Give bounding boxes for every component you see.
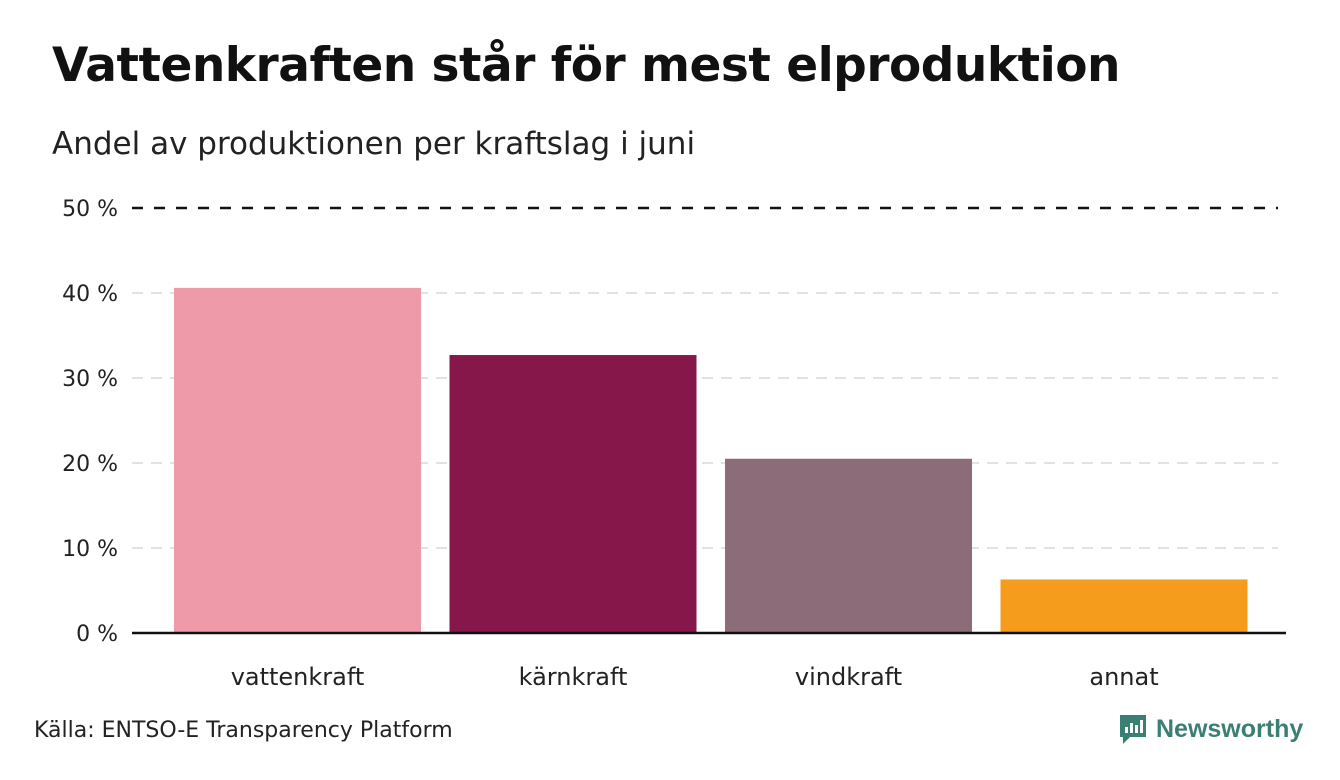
chart-subtitle: Andel av produktionen per kraftslag i ju… [52, 126, 696, 162]
bar-vindkraft [725, 458, 972, 633]
brand-logo: Newsworthy [1118, 713, 1303, 745]
x-tick-label: kärnkraft [519, 663, 628, 691]
y-tick-label: 50 % [62, 197, 118, 222]
bar-kärnkraft [449, 355, 697, 633]
y-tick-label: 30 % [62, 367, 118, 392]
brand-name: Newsworthy [1156, 714, 1304, 743]
newsworthy-logo-icon [1120, 715, 1146, 744]
x-tick-label: vindkraft [795, 663, 902, 691]
x-tick-label: annat [1089, 663, 1158, 691]
bar-vattenkraft [174, 287, 421, 633]
y-tick-label: 40 % [62, 282, 118, 307]
y-tick-label: 20 % [62, 452, 118, 477]
y-tick-label: 10 % [62, 537, 118, 562]
source-note: Källa: ENTSO-E Transparency Platform [34, 718, 453, 743]
x-tick-label: vattenkraft [231, 663, 365, 691]
y-tick-label: 0 % [76, 622, 118, 647]
chart-title: Vattenkraften står för mest elproduktion [52, 38, 1120, 93]
bar-annat [1000, 579, 1248, 633]
